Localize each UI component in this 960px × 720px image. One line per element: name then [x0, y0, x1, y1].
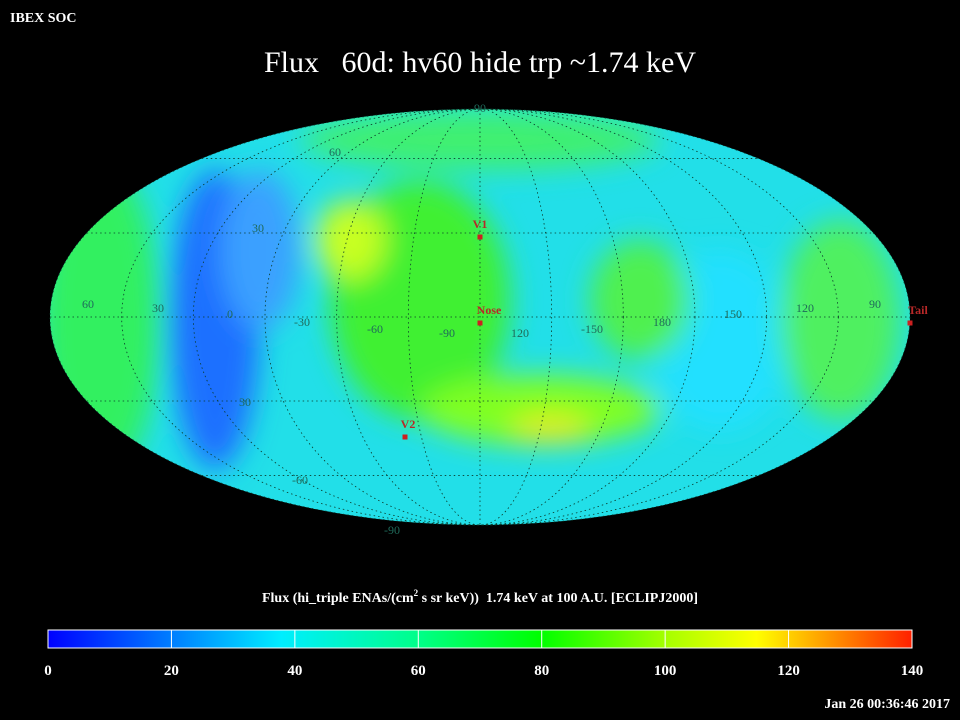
latitude-label: -90: [384, 523, 400, 537]
latitude-label: 90: [474, 101, 486, 115]
latitude-label: 30: [239, 395, 251, 409]
marker-dot: [907, 320, 913, 326]
longitude-label: 180: [653, 315, 671, 329]
colorbar-tick-label: 140: [901, 663, 924, 679]
colorbar-tick-label: 80: [534, 663, 549, 679]
marker-label: V1: [473, 217, 488, 231]
marker-label: Tail: [908, 303, 928, 317]
meridian: [336, 108, 624, 526]
longitude-label: 60: [82, 297, 94, 311]
colorbar-title-suffix: s sr keV)) 1.74 keV at 100 A.U. [ECLIPJ2…: [418, 591, 698, 606]
colorbar-tick-label: 120: [777, 663, 800, 679]
timestamp: Jan 26 00:36:46 2017: [824, 697, 950, 712]
latitude-label: -60: [292, 473, 308, 487]
longitude-label: 30: [152, 301, 164, 315]
marker-dot: [477, 234, 483, 240]
marker-label: V2: [401, 417, 416, 431]
longitude-label: -90: [439, 326, 455, 340]
colorbar-title-superscript: 2: [414, 588, 419, 598]
latitude-label: 30: [252, 221, 264, 235]
longitude-label: 120: [511, 326, 529, 340]
marker-dot: [477, 320, 483, 326]
colorbar: [47, 629, 913, 649]
title: Flux 60d: hv60 hide trp ~1.74 keV: [264, 46, 696, 79]
colorbar-tick-label: 60: [411, 663, 426, 679]
colorbar-tick-label: 20: [164, 663, 179, 679]
marker-label: Nose: [477, 303, 502, 317]
colorbar-tick-label: 40: [287, 663, 302, 679]
graticule: 60 30 0 -30 -60 -90 120 -150 180 150 120 90 90 60 30 30…: [49, 101, 928, 537]
longitude-label: 120: [796, 301, 814, 315]
colorbar-title-prefix: Flux (hi_triple ENAs/(cm: [262, 591, 414, 606]
longitude-label: 90: [869, 297, 881, 311]
marker-dot: [402, 434, 408, 440]
colorbar-tick-label: 0: [44, 663, 52, 679]
longitude-label: 150: [724, 307, 742, 321]
org-label: IBEX SOC: [10, 11, 77, 26]
longitude-label: -60: [367, 322, 383, 336]
longitude-label: -30: [294, 315, 310, 329]
longitude-label: -150: [581, 322, 603, 336]
colorbar-tick-label: 100: [654, 663, 677, 679]
longitude-label: 0: [227, 307, 233, 321]
colorbar-title: Flux (hi_triple ENAs/(cm2 s sr keV)) 1.7…: [262, 588, 698, 606]
latitude-label: 60: [329, 145, 341, 159]
